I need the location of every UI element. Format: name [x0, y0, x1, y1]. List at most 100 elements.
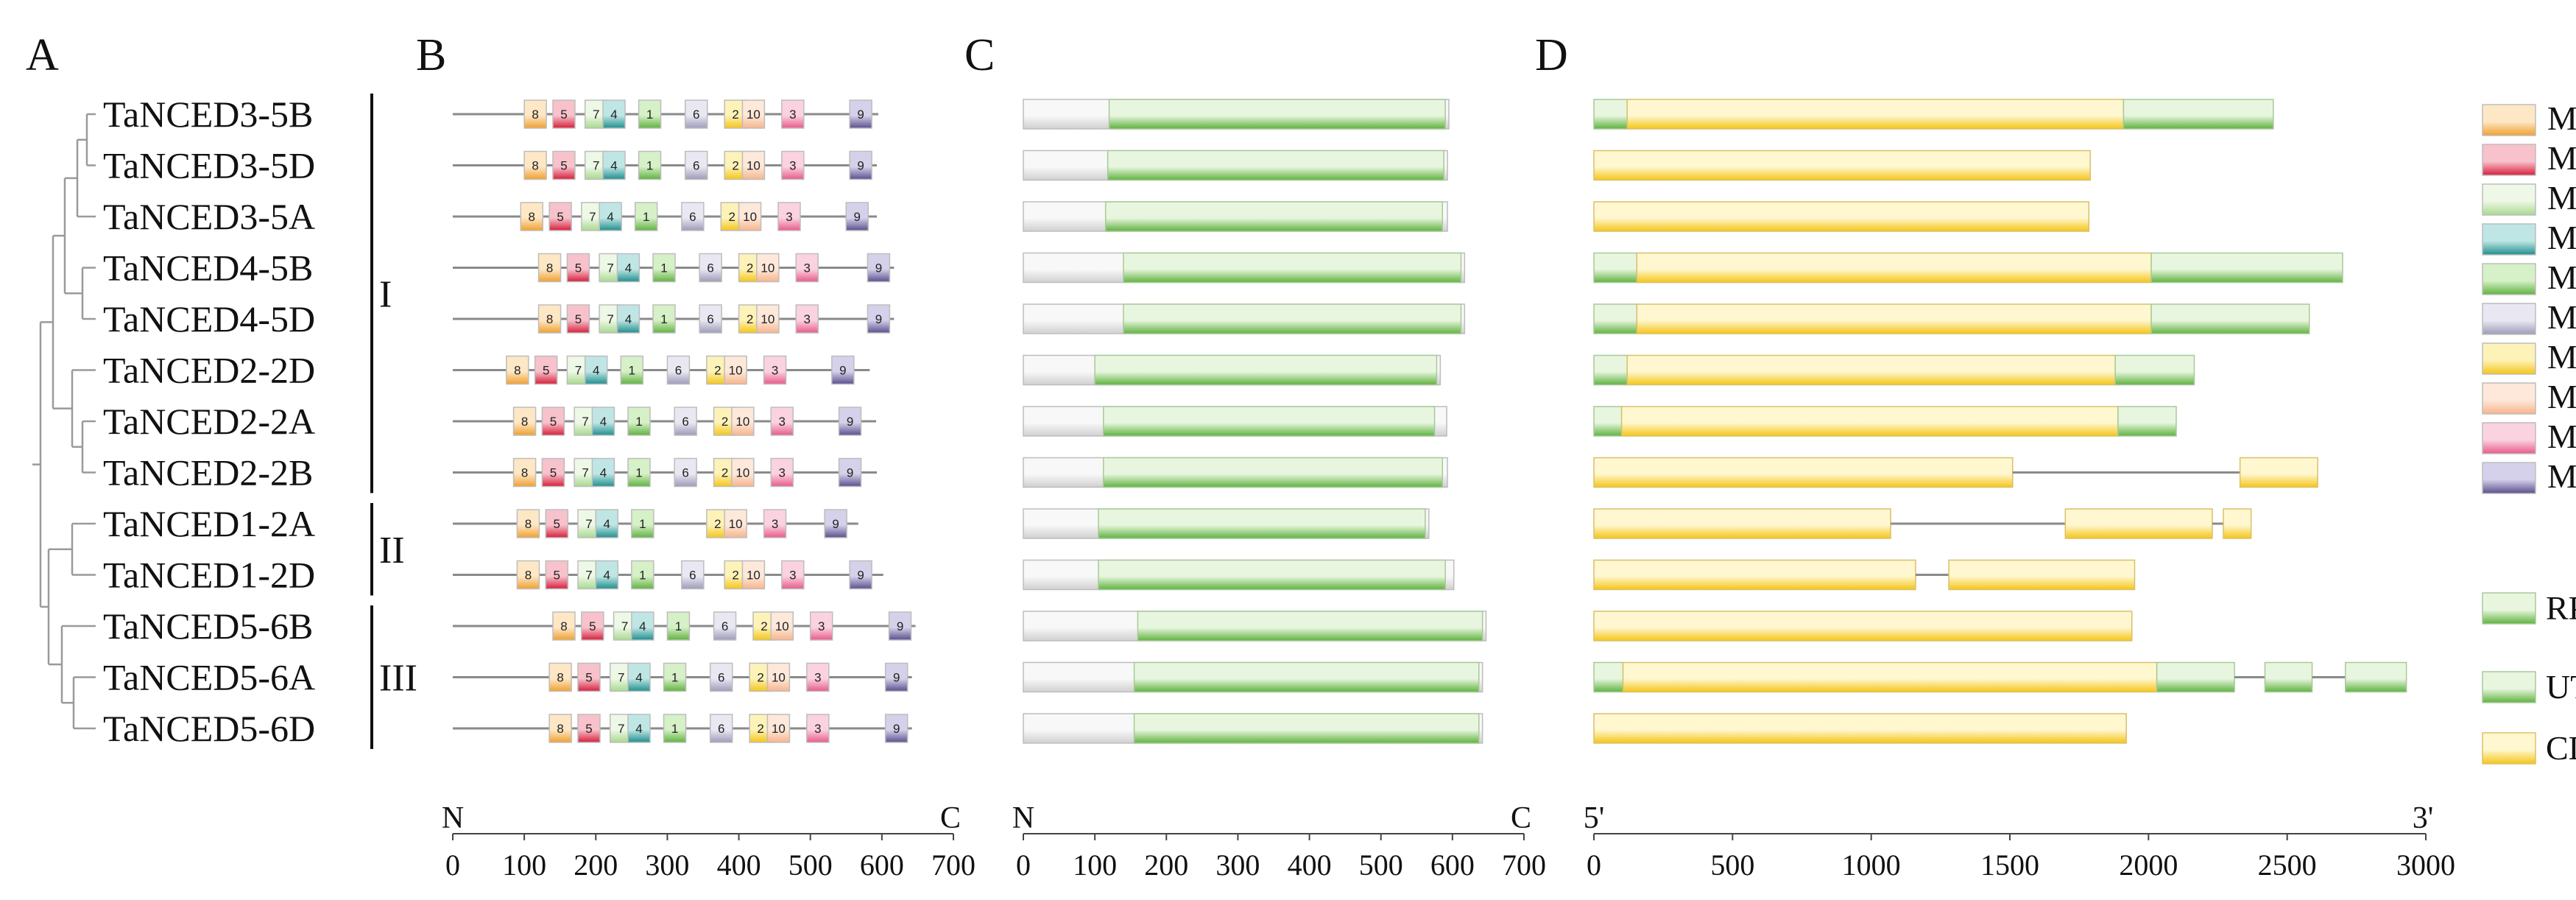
motif-number: 10	[729, 517, 743, 531]
motif-row: 8 5 7 4 1 6 2 10 3 9	[453, 150, 878, 180]
motif-number: 1	[660, 261, 667, 275]
motif-6-box	[674, 407, 697, 436]
motif-8-box	[523, 99, 547, 129]
motif-8-box	[512, 457, 537, 488]
group-label: III	[379, 658, 417, 700]
utr-segment	[2114, 354, 2195, 386]
motif-number: 6	[682, 415, 688, 429]
rpe65-domain	[1104, 201, 1444, 232]
cds-segment	[2064, 508, 2213, 539]
motif-number: 9	[857, 159, 864, 173]
motif-10-box	[741, 560, 766, 590]
axis-tick-label: 300	[645, 848, 689, 882]
group-label: I	[379, 273, 392, 315]
motif-number: 5	[560, 108, 567, 122]
legend-motif-label: Motif 3	[2547, 418, 2576, 455]
motif-4-box	[627, 714, 651, 743]
motif-number: 7	[589, 210, 596, 224]
motif-number: 9	[893, 722, 900, 736]
motif-number: 4	[607, 210, 613, 224]
motif-number: 10	[747, 569, 761, 583]
motif-number: 9	[897, 619, 903, 633]
legend-motif-2-swatch	[2482, 342, 2536, 375]
motif-9-box	[849, 150, 872, 180]
motif-5-box	[577, 714, 601, 743]
motif-6-box	[681, 560, 705, 590]
motif-number: 8	[525, 569, 532, 583]
motif-10-box	[766, 662, 791, 692]
motif-6-box	[709, 714, 733, 743]
legend-cds-swatch	[2482, 732, 2536, 764]
motif-number: 1	[671, 671, 678, 685]
motif-number: 10	[743, 210, 757, 224]
motif-number: 1	[639, 569, 646, 583]
motif-10-box	[756, 253, 780, 283]
motif-4-box	[591, 407, 615, 436]
motif-number: 8	[557, 722, 563, 736]
axis-tick-label: 500	[1710, 848, 1754, 882]
axis-tick-label: 500	[1359, 848, 1403, 882]
legend-motif-label: Motif 8	[2547, 99, 2576, 137]
motif-number: 4	[635, 722, 642, 736]
motif-row: 8 5 7 4 1 6 2 10 3 9	[453, 714, 912, 743]
motif-5-box	[581, 611, 604, 641]
legend-motif-label: Motif 9	[2547, 457, 2576, 495]
gene-structure-row	[1593, 150, 2091, 181]
motif-number: 4	[639, 619, 646, 633]
axis-tick-label: 100	[502, 848, 546, 882]
axis-start-label: 5'	[1584, 801, 1605, 835]
motif-number: 1	[671, 722, 678, 736]
motif-1-box	[627, 407, 651, 436]
gene-structure-row	[1593, 201, 2090, 232]
motif-number: 5	[560, 159, 567, 173]
legend-motif-3-swatch	[2482, 422, 2536, 454]
motif-number: 1	[635, 415, 642, 429]
motif-number: 6	[675, 364, 682, 378]
motif-number: 10	[772, 671, 786, 685]
motif-8-box	[520, 202, 544, 231]
legend-motif-6-swatch	[2482, 303, 2536, 335]
legend-motif-4-swatch	[2482, 223, 2536, 256]
legend-motif-label: Motif 4	[2547, 219, 2576, 256]
rpe65-domain	[1103, 457, 1444, 488]
motif-panel: 8 5 7 4 1 6 2 10 3 98 5 7 4 1 6 2 10 3 98 5 7 4 1 6 2 10 3 98 5 7 4 1 6 2…	[453, 99, 916, 743]
motif-8-box	[516, 560, 540, 590]
gene-label: TaNCED1-2D	[103, 555, 315, 596]
motif-number: 7	[618, 671, 624, 685]
motif-number: 9	[857, 569, 864, 583]
gene-label: TaNCED2-2B	[103, 452, 313, 493]
legend-domain-swatch	[2482, 592, 2536, 625]
cds-segment	[1593, 713, 2127, 744]
motif-4-box	[602, 150, 626, 180]
motif-number: 2	[721, 415, 728, 429]
motif-9-box	[888, 611, 912, 641]
motif-3-box	[781, 560, 805, 590]
domain-row	[1023, 559, 1455, 591]
motif-number: 9	[893, 671, 900, 685]
gene-structure-row	[1593, 303, 2310, 334]
utr-segment	[2150, 303, 2310, 334]
motif-10-box	[770, 611, 794, 641]
rpe65-domain	[1103, 406, 1436, 437]
gene-structure-row	[1593, 611, 2133, 641]
legend-utr-swatch	[2482, 671, 2536, 703]
gene-label: TaNCED3-5B	[103, 94, 313, 135]
rpe65-domain	[1133, 661, 1480, 693]
motif-number: 2	[757, 722, 763, 736]
motif-number: 3	[818, 619, 825, 633]
motif-9-box	[867, 253, 891, 283]
motif-number: 10	[761, 312, 774, 326]
motif-number: 7	[618, 722, 624, 736]
motif-number: 2	[721, 466, 728, 480]
legend-motif-1-swatch	[2482, 263, 2536, 295]
gene-label: TaNCED5-6B	[103, 605, 313, 647]
cds-segment	[1593, 559, 1916, 591]
legend-motif-label: Motif 7	[2547, 179, 2576, 217]
motif-number: 6	[718, 722, 724, 736]
motif-3-box	[806, 714, 830, 743]
axis-tick-label: 600	[860, 848, 904, 882]
axes: 0 100 200 300 400 500 600 700 N C 0 100 200 300 400 500…	[442, 801, 2455, 882]
motif-10-box	[766, 714, 791, 743]
cds-segment	[2239, 457, 2318, 488]
